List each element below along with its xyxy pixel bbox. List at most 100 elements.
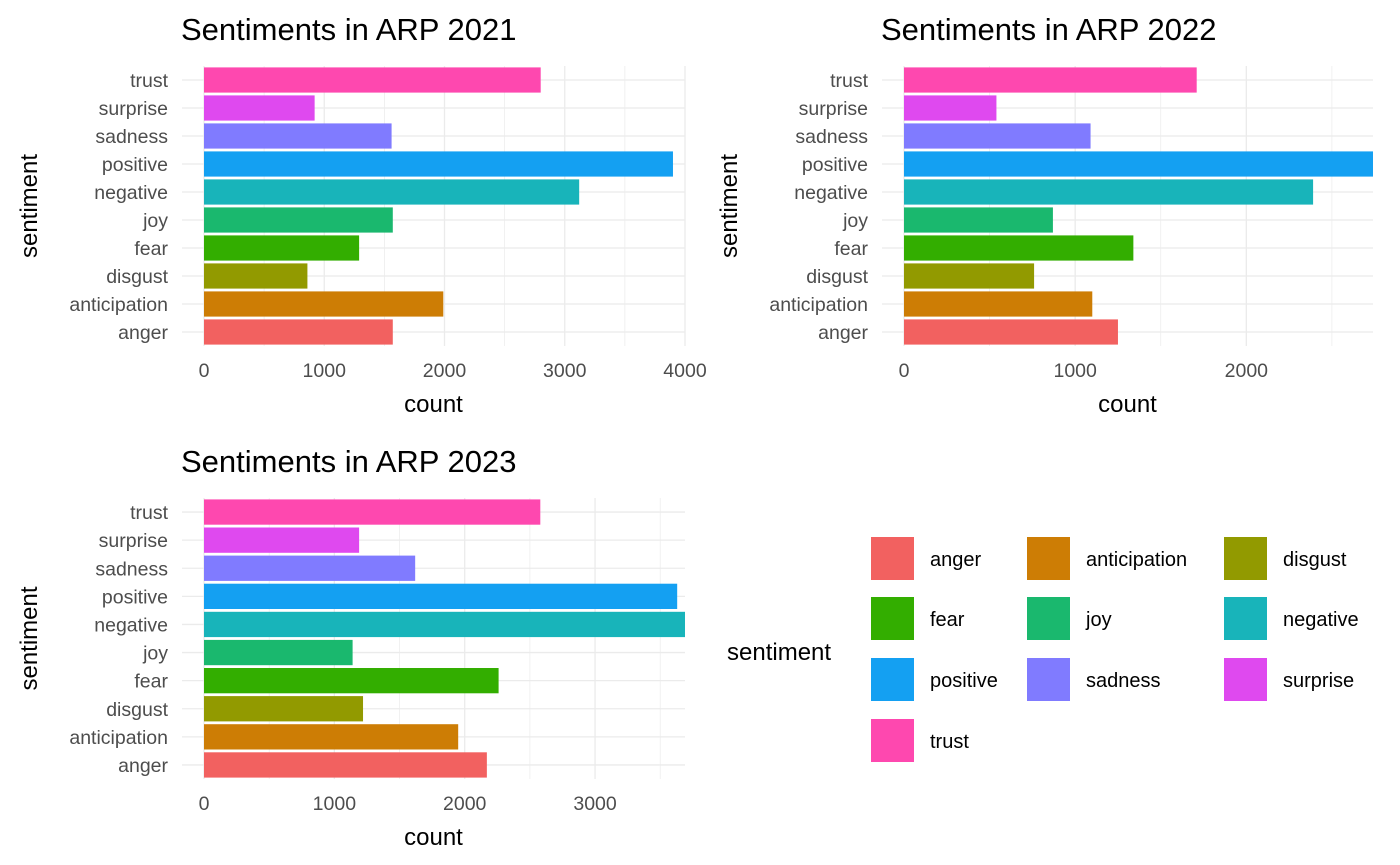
x-tick-label: 1000 — [303, 360, 347, 382]
bar-anger — [904, 319, 1118, 345]
chart-panel-2: anger anticipation disgust fear joy negative p… — [716, 12, 1373, 418]
x-tick-label: 4000 — [663, 360, 707, 382]
y-tick-label: sadness — [95, 558, 168, 580]
legend-key-positive — [871, 658, 914, 701]
legend-key-negative — [1224, 597, 1267, 640]
bar-joy — [204, 639, 353, 666]
y-tick-label: positive — [802, 154, 868, 176]
bar-surprise — [904, 95, 997, 121]
x-tick-label: 1000 — [1053, 360, 1097, 382]
bar-joy — [904, 207, 1053, 233]
x-axis-title: count — [1098, 391, 1157, 418]
chart-title: Sentiments in ARP 2023 — [181, 444, 516, 479]
legend-label: joy — [1085, 609, 1112, 631]
y-tick-label: anger — [118, 322, 168, 344]
x-tick-label: 0 — [899, 360, 910, 382]
x-tick-label: 2000 — [443, 793, 487, 815]
chart-panel-1: anger anticipation disgust fear joy negative p… — [16, 12, 707, 418]
y-tick-label: trust — [830, 70, 869, 92]
y-tick-label: sadness — [95, 126, 168, 148]
legend-key-sadness — [1027, 658, 1070, 701]
bar-positive — [904, 151, 1373, 177]
chart-title: Sentiments in ARP 2022 — [881, 12, 1216, 47]
legend: sentiment anger anticipation disgust fear joy… — [727, 537, 1359, 762]
legend-label: fear — [930, 609, 965, 631]
bar-fear — [204, 235, 360, 261]
bar-disgust — [904, 263, 1035, 289]
y-tick-label: negative — [94, 182, 168, 204]
bar-fear — [204, 668, 499, 694]
y-tick-label: disgust — [806, 266, 868, 288]
bar-negative — [204, 179, 580, 205]
legend-label: negative — [1283, 609, 1359, 631]
bar-fear — [904, 235, 1134, 261]
y-tick-label: anger — [818, 322, 868, 344]
y-tick-label: anticipation — [769, 294, 868, 316]
y-axis-title: sentiment — [16, 586, 43, 690]
legend-label: surprise — [1283, 670, 1354, 692]
bar-surprise — [204, 527, 360, 553]
bar-anger — [204, 752, 487, 778]
bar-trust — [204, 499, 541, 525]
bar-sadness — [204, 555, 416, 581]
x-tick-label: 1000 — [313, 793, 357, 815]
bar-sadness — [904, 123, 1091, 149]
bar-anger — [204, 319, 393, 345]
x-tick-label: 2000 — [1225, 360, 1269, 382]
bar-negative — [904, 179, 1314, 205]
bar-surprise — [204, 95, 315, 121]
bar-trust — [204, 67, 541, 93]
y-tick-label: surprise — [99, 98, 168, 120]
y-tick-label: joy — [842, 210, 868, 232]
y-tick-label: sadness — [795, 126, 868, 148]
legend-key-fear — [871, 597, 914, 640]
legend-label: anticipation — [1086, 549, 1187, 571]
y-tick-label: joy — [142, 643, 168, 665]
x-tick-label: 0 — [199, 793, 210, 815]
x-tick-label: 0 — [199, 360, 210, 382]
chart-title: Sentiments in ARP 2021 — [181, 12, 516, 47]
x-axis-title: count — [404, 824, 463, 851]
bar-anticipation — [204, 291, 444, 317]
legend-label: sadness — [1086, 670, 1161, 692]
legend-key-anger — [871, 537, 914, 580]
legend-label: positive — [930, 670, 998, 692]
bar-trust — [904, 67, 1197, 93]
y-tick-label: disgust — [106, 699, 168, 721]
chart-panel-3: anger anticipation disgust fear joy negative p… — [16, 444, 685, 851]
y-tick-label: disgust — [106, 266, 168, 288]
y-tick-label: positive — [102, 586, 168, 608]
y-axis-title: sentiment — [716, 154, 743, 258]
legend-label: anger — [930, 549, 981, 571]
bar-anticipation — [904, 291, 1093, 317]
y-tick-label: fear — [134, 238, 168, 260]
legend-key-trust — [871, 719, 914, 762]
y-tick-label: negative — [794, 182, 868, 204]
bar-anticipation — [204, 724, 459, 750]
legend-key-surprise — [1224, 658, 1267, 701]
y-tick-label: surprise — [799, 98, 868, 120]
bar-positive — [204, 583, 678, 609]
bar-disgust — [204, 696, 364, 722]
y-tick-label: anger — [118, 755, 168, 777]
legend-key-disgust — [1224, 537, 1267, 580]
y-tick-label: joy — [142, 210, 168, 232]
bar-disgust — [204, 263, 308, 289]
x-tick-label: 3000 — [573, 793, 617, 815]
x-axis-title: count — [404, 391, 463, 418]
y-tick-label: fear — [834, 238, 868, 260]
legend-key-anticipation — [1027, 537, 1070, 580]
x-tick-label: 3000 — [543, 360, 587, 382]
legend-label: trust — [930, 731, 969, 753]
y-tick-label: anticipation — [69, 727, 168, 749]
y-tick-label: negative — [94, 614, 168, 636]
legend-key-joy — [1027, 597, 1070, 640]
y-tick-label: trust — [130, 70, 169, 92]
y-tick-label: trust — [130, 502, 169, 524]
y-tick-label: positive — [102, 154, 168, 176]
x-tick-label: 2000 — [423, 360, 467, 382]
legend-label: disgust — [1283, 549, 1347, 571]
y-tick-label: anticipation — [69, 294, 168, 316]
y-axis-title: sentiment — [16, 154, 43, 258]
